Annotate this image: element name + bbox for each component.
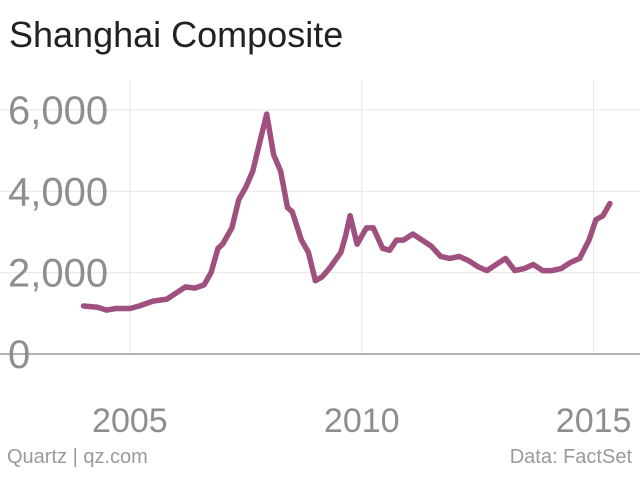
y-tick-label: 6,000 [8,89,108,133]
x-axis-ticks: 2005 2010 2015 [92,402,631,440]
y-axis-ticks: 0 2,000 4,000 6,000 [8,89,108,377]
x-tick-label: 2010 [324,402,400,440]
source-credit: Quartz | qz.com [7,446,148,468]
y-tick-label: 0 [8,333,30,377]
series-line [80,111,613,313]
chart-title: Shanghai Composite [9,14,344,55]
x-tick-label: 2015 [556,402,632,440]
grid-lines [0,80,640,354]
x-tick-label: 2005 [92,402,168,440]
y-tick-label: 4,000 [8,170,108,214]
series-layer [80,111,613,313]
y-tick-label: 2,000 [8,252,108,296]
data-source: Data: FactSet [509,446,632,468]
